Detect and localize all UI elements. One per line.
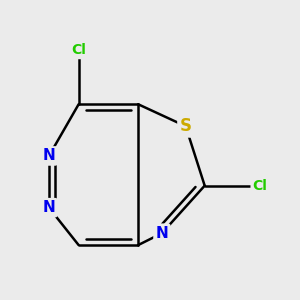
Text: N: N xyxy=(155,226,168,241)
Text: S: S xyxy=(180,117,192,135)
Text: Cl: Cl xyxy=(253,179,267,193)
Text: N: N xyxy=(43,200,55,215)
Text: N: N xyxy=(43,148,55,164)
Text: Cl: Cl xyxy=(71,43,86,57)
